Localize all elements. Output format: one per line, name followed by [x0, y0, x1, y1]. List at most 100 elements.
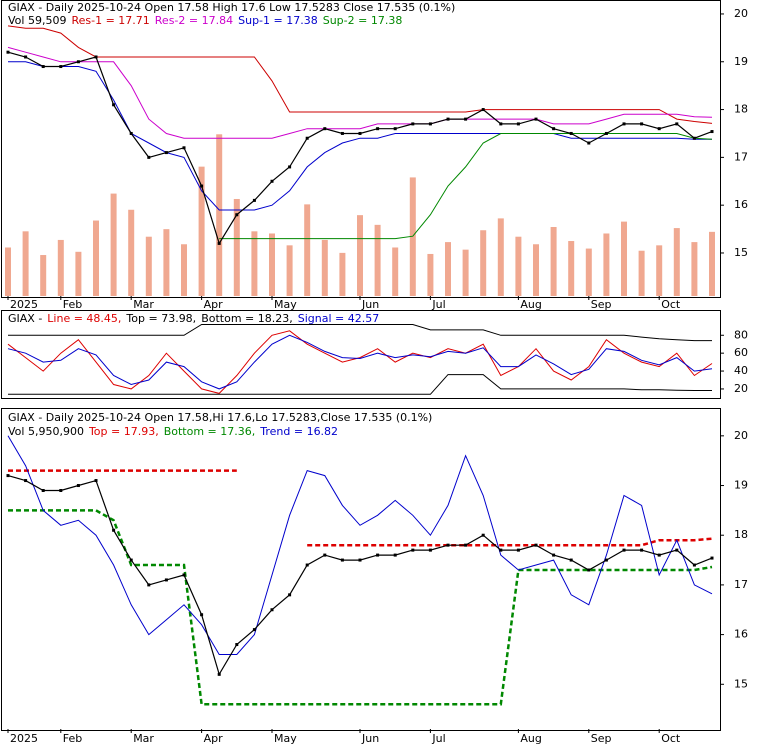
- price-bar: [182, 573, 186, 577]
- price-bar: [288, 165, 292, 169]
- price-bar: [76, 60, 80, 64]
- price-bar: [305, 136, 309, 140]
- price-bar: [446, 117, 450, 121]
- price-bar: [376, 553, 380, 557]
- x-tick-label: Jul: [431, 298, 445, 311]
- price-bar: [59, 488, 63, 492]
- volume-bar: [269, 233, 275, 296]
- price-bar: [622, 122, 626, 126]
- series-line: [8, 374, 712, 395]
- price-bar: [94, 55, 98, 59]
- legend-entry: Top = 73.98,: [125, 312, 196, 325]
- panel-frame: [1, 310, 721, 399]
- volume-bar: [374, 224, 381, 296]
- price-bar: [428, 548, 432, 552]
- price-bar: [481, 108, 485, 112]
- y-tick-label: 60: [734, 346, 748, 359]
- price-bar: [393, 127, 397, 131]
- series-line: [8, 61, 712, 211]
- price-bar: [24, 55, 28, 59]
- price-bar: [569, 131, 573, 135]
- price-bar: [604, 131, 608, 135]
- x-tick-label: 2025: [10, 732, 38, 745]
- volume-bar: [691, 242, 698, 296]
- price-bar: [534, 543, 538, 547]
- price-bar: [76, 484, 80, 488]
- volume-bar: [251, 231, 258, 296]
- volume-bar: [515, 236, 522, 296]
- legend-entry: Sup-2 = 17.38: [323, 14, 403, 27]
- legend-entry: Signal = 42.57: [298, 312, 380, 325]
- price-bar: [499, 122, 503, 126]
- legend: Vol 59,509 Res-1 = 17.71 Res-2 = 17.84 Sup-…: [8, 14, 402, 27]
- price-bar: [24, 479, 28, 483]
- volume-bar: [427, 253, 434, 296]
- volume-bar: [128, 209, 135, 296]
- volume-bar: [392, 247, 399, 296]
- price-bar: [340, 131, 344, 135]
- price-bar: [534, 117, 538, 121]
- volume-bar: [304, 204, 311, 296]
- price-bar: [288, 593, 292, 597]
- chart-title: GIAX - Daily 2025-10-24 Open 17.58 High …: [8, 1, 455, 14]
- price-bar: [182, 146, 186, 150]
- price-bar: [164, 151, 168, 155]
- series-line: [7, 435, 713, 655]
- volume-bar: [22, 231, 29, 296]
- price-bar: [41, 488, 45, 492]
- y-tick-label: 15: [734, 246, 748, 259]
- x-tick-label: Apr: [204, 732, 224, 745]
- x-tick-label: May: [274, 732, 297, 745]
- price-bar: [252, 628, 256, 632]
- volume-bar: [409, 177, 416, 296]
- x-tick-label: Feb: [63, 298, 82, 311]
- volume-bar: [568, 241, 575, 296]
- volume-bar: [497, 218, 504, 296]
- y-tick-label: 17: [734, 150, 748, 163]
- volume-bar: [709, 231, 715, 296]
- price-bar: [516, 548, 520, 552]
- price-bar: [692, 563, 696, 567]
- volume-bar: [638, 250, 645, 296]
- y-tick-label: 20: [734, 7, 748, 20]
- price-bar: [411, 548, 415, 552]
- price-bar: [446, 543, 450, 547]
- y-tick-label: 16: [734, 628, 748, 641]
- y-tick-label: 20: [734, 429, 748, 442]
- price-bar: [569, 558, 573, 562]
- price-bar: [270, 608, 274, 612]
- volume-bar: [621, 221, 627, 296]
- y-tick-label: 19: [734, 479, 748, 492]
- volume-bar: [40, 255, 47, 296]
- price-bar: [393, 553, 397, 557]
- volume-bar: [57, 239, 64, 296]
- price-bar: [710, 130, 714, 134]
- y-tick-label: 18: [734, 528, 748, 541]
- series-line: [8, 509, 713, 706]
- price-bar: [235, 213, 239, 217]
- legend-entry: Line = 48.45,: [47, 312, 121, 325]
- volume-bar: [5, 247, 11, 296]
- legend-entry: Sup-1 = 17.38: [238, 14, 318, 27]
- price-bar: [358, 558, 362, 562]
- x-tick-label: Mar: [133, 732, 154, 745]
- x-tick-label: Aug: [520, 298, 541, 311]
- volume-bar: [286, 245, 293, 296]
- volume-label: Vol 59,509: [8, 14, 66, 27]
- legend-entry: Trend = 16.82: [259, 425, 338, 438]
- price-bar: [657, 553, 661, 557]
- x-tick-label: Jun: [361, 732, 379, 745]
- legend-entry: Top = 17.93,: [88, 425, 159, 438]
- price-bar: [129, 131, 133, 135]
- volume-bar: [198, 166, 205, 296]
- volume-bar: [533, 244, 539, 296]
- series-line: [8, 469, 713, 547]
- y-tick-label: 17: [734, 578, 748, 591]
- price-bar: [270, 179, 274, 183]
- price-bar: [305, 563, 309, 567]
- series-line: [7, 46, 713, 139]
- price-bar: [428, 122, 432, 126]
- series-line: [7, 334, 713, 390]
- panel-frame: [1, 408, 721, 731]
